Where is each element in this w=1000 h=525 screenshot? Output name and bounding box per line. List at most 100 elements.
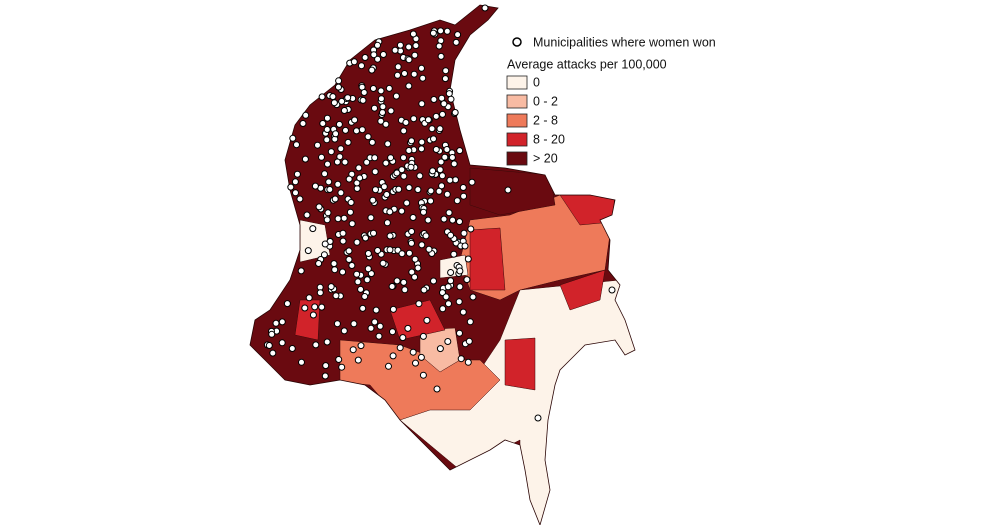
municipality-dot: [396, 344, 404, 352]
municipality-dot: [388, 283, 396, 290]
municipality-dot: [411, 273, 419, 281]
municipality-dot: [345, 256, 353, 263]
municipality-dot: [322, 362, 330, 370]
region: [469, 227, 506, 291]
municipality-dot: [411, 255, 419, 263]
municipality-dot: [312, 341, 320, 349]
municipality-dot: [405, 56, 413, 64]
municipality-dot: [314, 141, 321, 149]
municipality-dot: [392, 92, 400, 100]
municipality-dot: [359, 304, 367, 312]
municipality-dot: [425, 245, 433, 253]
municipality-dot: [363, 158, 371, 166]
municipality-dot: [440, 215, 448, 223]
municipality-dot: [447, 231, 455, 239]
municipality-dot: [456, 283, 464, 291]
municipality-dot: [437, 158, 445, 166]
municipality-dot: [340, 107, 348, 114]
municipality-dot: [419, 74, 427, 82]
municipality-dot: [368, 66, 376, 74]
municipality-dot: [429, 167, 437, 175]
municipality-dot: [427, 197, 435, 205]
municipality-dot: [400, 127, 408, 135]
municipality-dot: [332, 130, 340, 138]
region: [559, 269, 606, 311]
municipality-dot: [380, 183, 388, 191]
municipality-dot: [504, 186, 512, 194]
municipality-dot: [334, 180, 342, 188]
municipality-dot: [346, 208, 354, 216]
municipality-dot: [309, 311, 317, 319]
municipality-dot: [355, 164, 363, 172]
legend-label: 2 - 8: [533, 113, 558, 127]
municipality-dot: [399, 334, 407, 342]
municipality-dot: [422, 232, 430, 240]
municipality-dot: [461, 242, 469, 250]
municipality-dot: [398, 250, 406, 258]
municipality-dot: [283, 300, 291, 308]
municipality-dot: [460, 229, 468, 237]
municipality-dot: [315, 260, 323, 267]
municipality-dot: [450, 160, 458, 168]
municipality-dot: [368, 138, 376, 146]
municipality-dot: [333, 320, 341, 328]
municipality-dot: [349, 346, 357, 354]
municipality-dot: [424, 216, 432, 224]
municipality-dot: [447, 95, 455, 103]
municipality-dot: [398, 207, 406, 215]
municipality-dot: [443, 146, 451, 153]
municipality-dot: [342, 126, 349, 134]
municipality-dot: [481, 4, 489, 12]
municipality-dot: [327, 148, 335, 156]
legend-swatch: [506, 75, 528, 90]
municipality-dot: [409, 214, 417, 221]
municipality-dot: [311, 303, 319, 311]
municipality-dot: [353, 270, 361, 278]
municipality-dot: [411, 51, 419, 59]
municipality-dot: [418, 241, 426, 249]
municipality-dot: [435, 42, 443, 50]
municipality-dot: [311, 182, 319, 190]
municipality-dot: [416, 172, 424, 180]
municipality-dot: [418, 100, 426, 108]
municipality-dot: [309, 225, 317, 233]
municipality-dot: [452, 38, 460, 46]
municipality-dot: [387, 107, 395, 115]
municipality-dot: [361, 293, 369, 300]
municipality-dot: [394, 63, 402, 71]
municipality-dot: [459, 308, 467, 316]
municipality-dot: [432, 146, 440, 153]
region: [504, 337, 536, 391]
municipality-dot: [320, 251, 328, 259]
municipality-dot: [367, 270, 375, 278]
municipality-dot: [301, 304, 309, 312]
municipality-dot: [405, 82, 413, 90]
municipality-dot: [323, 126, 331, 133]
municipality-dot: [321, 170, 329, 178]
municipality-dot: [408, 137, 415, 145]
municipality-dot: [302, 111, 310, 119]
municipality-dot: [298, 358, 305, 366]
municipality-dot: [364, 250, 372, 257]
municipality-dot: [359, 96, 367, 104]
municipality-dot: [369, 196, 377, 204]
municipality-dot: [360, 89, 368, 96]
municipality-dot: [384, 140, 392, 148]
legend-swatch: [506, 94, 528, 109]
municipality-dot: [339, 268, 347, 276]
municipality-dot: [296, 195, 304, 203]
legend-swatch: [506, 132, 528, 147]
municipality-dot: [338, 363, 346, 371]
municipality-dot: [293, 141, 300, 149]
municipality-dot: [357, 342, 365, 350]
municipality-dot: [272, 319, 280, 327]
municipality-dot: [358, 62, 365, 70]
municipality-dot: [468, 178, 476, 186]
municipality-dot: [393, 277, 401, 285]
municipality-dot: [335, 77, 343, 85]
municipality-dot: [400, 172, 408, 180]
municipality-dot: [457, 355, 465, 363]
municipality-dot: [452, 176, 459, 184]
municipality-dot: [316, 289, 324, 297]
municipality-dot: [389, 352, 397, 360]
